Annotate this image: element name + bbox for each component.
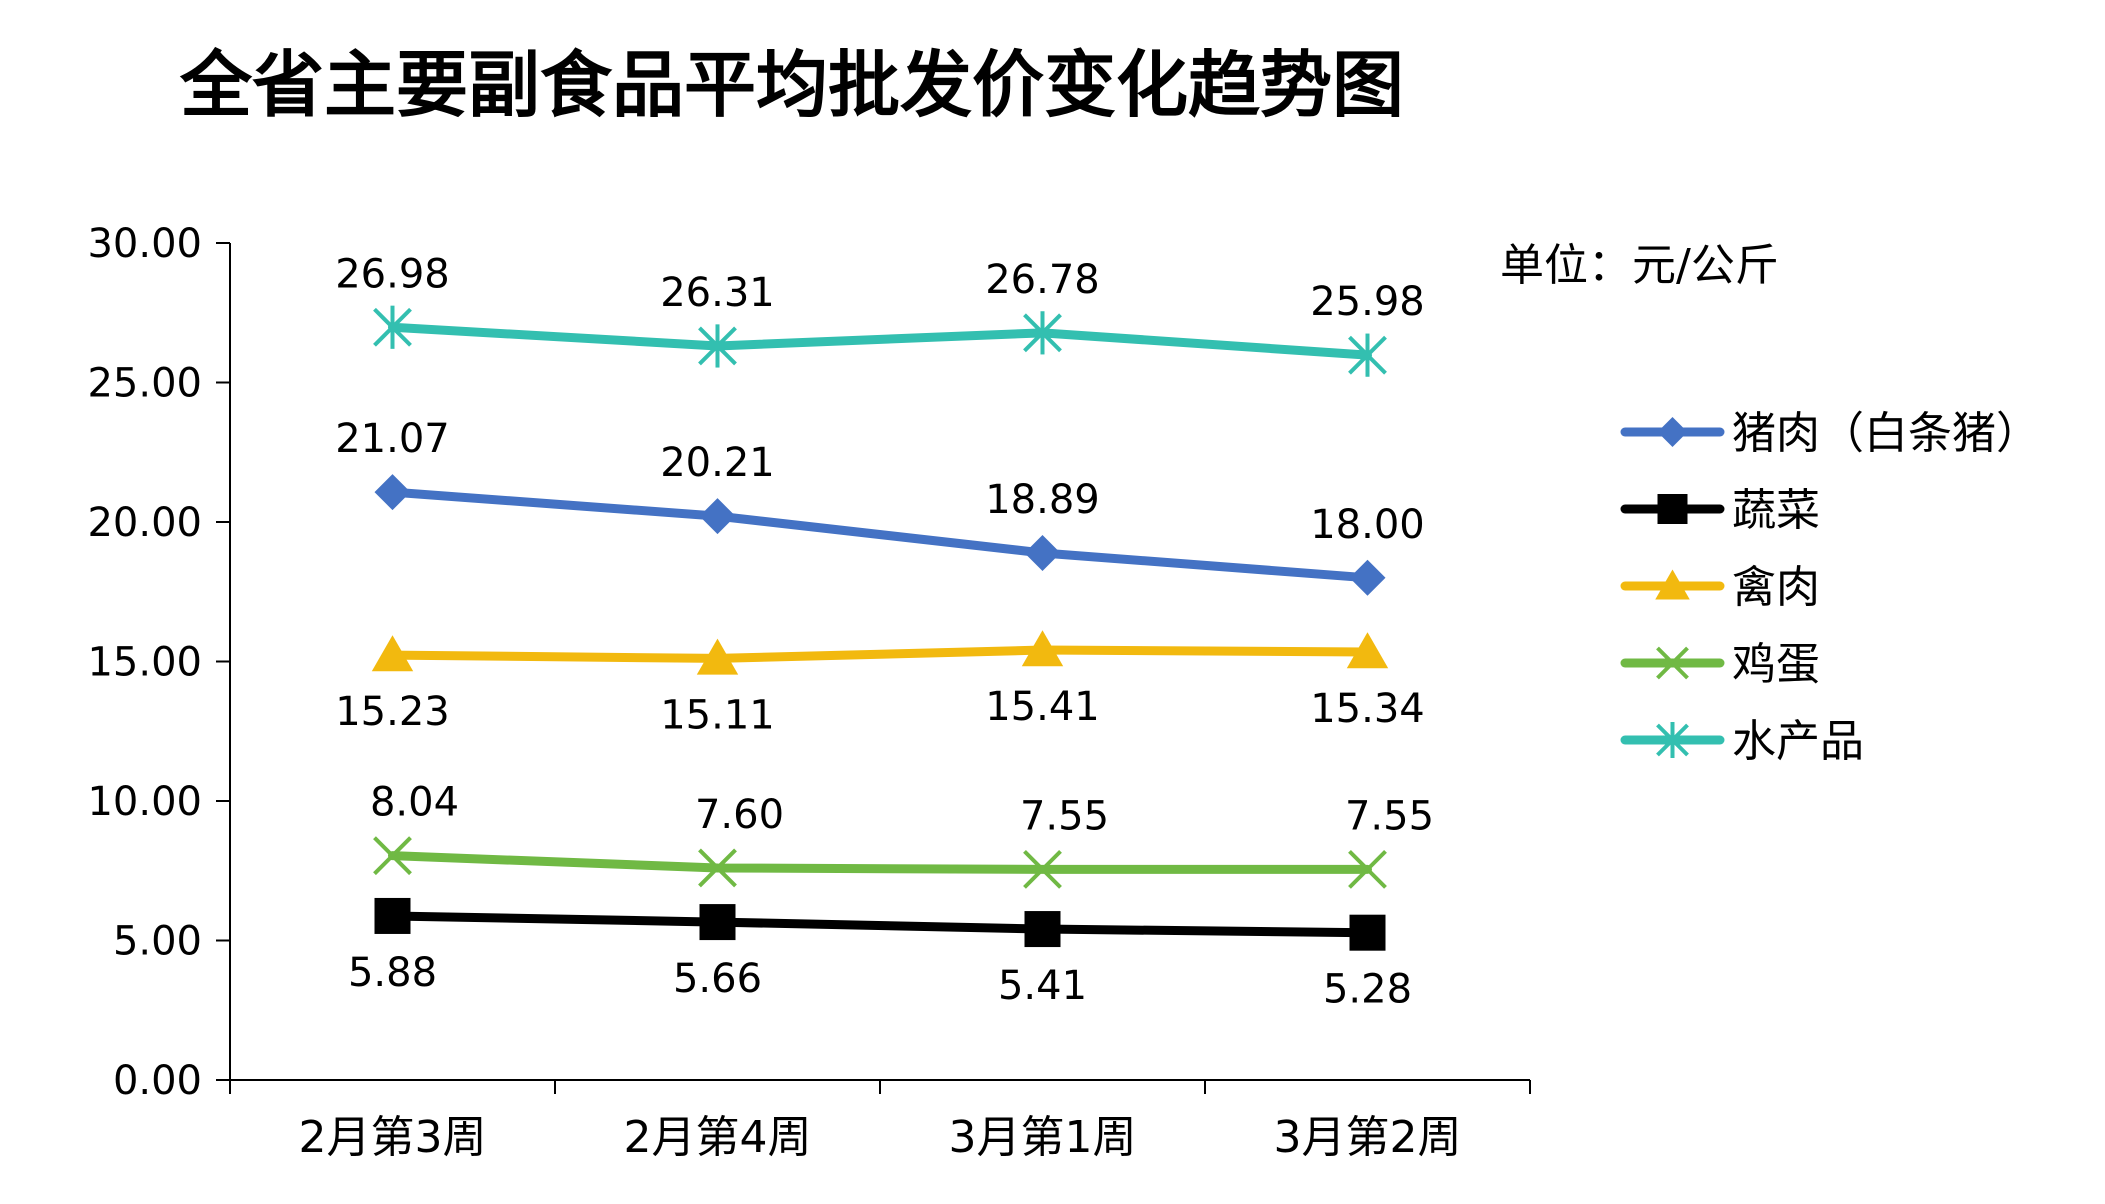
x-tick-label: 3月第1周 [949,1112,1137,1163]
y-tick-label: 5.00 [113,919,202,965]
series-3: 8.04 7.60 7.55 7.55 [370,780,1434,889]
legend-swatch-marker [1656,646,1689,680]
data-point [371,635,414,672]
data-point [1348,849,1387,889]
data-label: 26.78 [985,257,1100,303]
series-line [388,487,1372,583]
data-label: 5.88 [348,950,437,996]
data-point [1349,914,1386,951]
legend-label: 蔬菜 [1732,485,1820,536]
y-tick-label: 20.00 [87,500,202,546]
data-point [373,305,412,349]
data-point [1021,630,1064,667]
data-label: 15.23 [335,689,450,735]
y-tick-label: 30.00 [87,221,202,267]
data-label: 15.34 [1310,686,1425,732]
legend-label: 猪肉（白条猪） [1732,408,2040,459]
data-label: 7.55 [1345,793,1434,839]
legend-item-0: 猪肉（白条猪） [1620,408,2040,459]
series-0: 21.07 20.21 18.89 18.00 [335,416,1425,596]
data-point [698,848,737,888]
series-line [388,851,1372,874]
legend-item-1: 蔬菜 [1620,485,1820,536]
series-line [388,322,1372,360]
legend-swatch-marker [1657,494,1688,524]
data-point [374,474,411,511]
data-point [699,904,736,941]
data-point [373,836,412,876]
x-tick-label: 2月第4周 [624,1112,812,1163]
series-4: 26.98 26.31 26.78 25.98 [335,251,1425,377]
data-point [1024,911,1061,948]
data-point [1023,311,1062,355]
data-point [696,638,739,675]
x-tick-label: 3月第2周 [1274,1112,1462,1163]
data-label: 15.41 [985,684,1100,730]
data-point [1348,333,1387,377]
y-tick-label: 0.00 [113,1058,202,1104]
series-line [388,645,1372,663]
data-label: 26.98 [335,251,450,297]
legend-swatch-marker [1655,569,1690,600]
chart-title: 全省主要副食品平均批发价变化趋势图 [179,43,1404,127]
axes: 0.00 5.00 10.00 15.00 20.00 25.00 30.00 2月第3周 2月… [87,221,1531,1163]
data-point [374,897,411,934]
data-label: 5.28 [1323,967,1412,1013]
data-point [1023,849,1062,889]
legend-label: 水产品 [1732,716,1864,767]
legend-swatch-marker [1657,417,1688,447]
data-label: 5.66 [673,956,762,1002]
data-point [699,498,736,535]
series-2: 15.23 15.11 15.41 15.34 [335,630,1425,738]
legend-swatch-marker [1656,722,1689,758]
data-label: 15.11 [660,692,775,738]
legend-label: 鸡蛋 [1732,639,1820,690]
data-point [1349,559,1386,596]
data-label: 5.41 [998,963,1087,1009]
legend-item-2: 禽肉 [1620,562,1820,613]
y-tick-label: 15.00 [87,640,202,686]
data-point [698,324,737,368]
series-line [388,911,1372,938]
data-label: 20.21 [660,440,775,486]
data-label: 21.07 [335,416,450,462]
y-tick-label: 25.00 [87,361,202,407]
x-tick-label: 2月第3周 [299,1112,487,1163]
series-layer: 21.07 20.21 18.89 18.00 5.88 5.66 5.41 5.28 15.2… [335,251,1434,1012]
data-label: 18.89 [985,477,1100,523]
data-label: 7.60 [695,792,784,838]
legend-label: 禽肉 [1732,562,1820,613]
data-label: 25.98 [1310,279,1425,325]
y-tick-label: 10.00 [87,779,202,825]
data-label: 8.04 [370,780,459,826]
data-label: 18.00 [1310,502,1425,548]
data-label: 7.55 [1020,793,1109,839]
legend-item-3: 鸡蛋 [1620,639,1820,690]
legend-item-4: 水产品 [1620,716,1864,767]
data-point [1346,632,1389,669]
data-point [1024,534,1061,571]
series-1: 5.88 5.66 5.41 5.28 [348,897,1412,1013]
unit-label: 单位：元/公斤 [1500,240,1779,291]
data-label: 26.31 [660,270,775,316]
